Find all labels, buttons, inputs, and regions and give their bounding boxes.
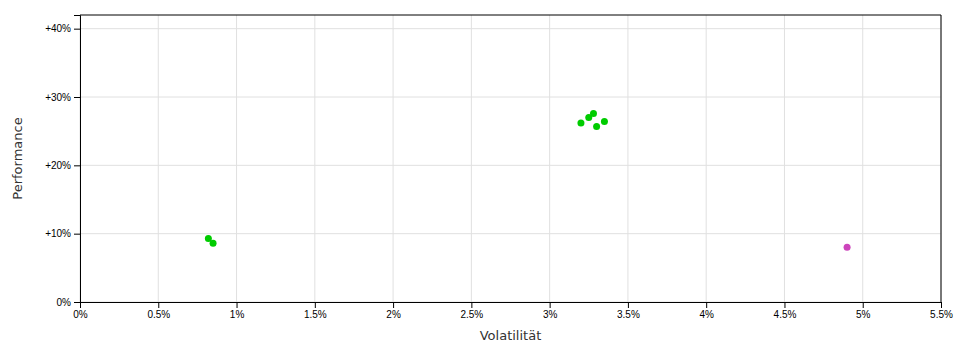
y-tick-mark <box>74 165 80 166</box>
x-tick: 1.5% <box>304 302 327 320</box>
plot: 0% 0.5% 1% 1.5% 2% 2.5% 3% 3.5% 4% 4.5% 5% 5.5% 0% +1… <box>10 15 953 343</box>
y-tick: +20% <box>45 160 80 171</box>
y-tick-mark <box>74 302 80 303</box>
grid-line <box>627 15 628 302</box>
x-tick-label: 2.5% <box>460 309 483 320</box>
y-tick: +30% <box>45 92 80 103</box>
y-tick-label: 0% <box>57 297 72 308</box>
grid-line <box>80 233 941 234</box>
x-tick: 5.5% <box>930 302 953 320</box>
x-tick-mark <box>550 302 551 308</box>
grid <box>80 15 941 302</box>
x-tick-mark <box>237 302 238 308</box>
x-tick-label: 1.5% <box>304 309 327 320</box>
x-tick: 2% <box>386 302 401 320</box>
x-axis-line <box>81 303 942 309</box>
grid-line <box>236 15 237 302</box>
x-tick-mark <box>863 302 864 308</box>
y-tick-label: +20% <box>45 160 71 171</box>
grid-line <box>862 15 863 302</box>
x-tick-mark <box>393 302 394 308</box>
y-tick-label: +40% <box>45 23 71 34</box>
plot-frame <box>941 15 942 302</box>
x-tick: 4% <box>699 302 714 320</box>
grid-line <box>158 15 159 302</box>
grid-line <box>784 15 785 302</box>
x-tick-label: 4% <box>699 309 714 320</box>
y-tick-mark <box>74 29 80 30</box>
x-tick-label: 0% <box>73 309 88 320</box>
x-tick-mark <box>941 302 942 308</box>
y-axis: 0% +10% +20% +30% +40% <box>45 16 80 308</box>
grid-line <box>549 15 550 302</box>
x-tick-label: 0.5% <box>147 309 170 320</box>
chart: 0% 0.5% 1% 1.5% 2% 2.5% 3% 3.5% 4% 4.5% 5% 5.5% 0% +1… <box>0 0 966 350</box>
series <box>205 110 608 247</box>
x-tick-mark <box>706 302 707 308</box>
point <box>844 244 851 251</box>
x-tick: 3.5% <box>617 302 640 320</box>
y-axis-line <box>74 16 81 303</box>
series <box>844 244 851 251</box>
x-tick: 3% <box>543 302 558 320</box>
point <box>577 119 584 126</box>
points <box>205 110 851 251</box>
grid-line <box>393 15 394 302</box>
y-tick: 0% <box>57 297 80 308</box>
x-tick: 5% <box>856 302 871 320</box>
x-axis: 0% 0.5% 1% 1.5% 2% 2.5% 3% 3.5% 4% 4.5% 5% 5.5% <box>73 302 953 320</box>
x-tick-label: 2% <box>386 309 401 320</box>
y-tick-mark <box>74 234 80 235</box>
x-tick: 0.5% <box>147 302 170 320</box>
y-axis-title: Performance <box>10 117 25 199</box>
point <box>210 240 217 247</box>
x-tick: 2.5% <box>460 302 483 320</box>
point <box>593 123 600 130</box>
grid-line <box>471 15 472 302</box>
y-tick: +10% <box>45 228 80 239</box>
y-tick-label: +30% <box>45 92 71 103</box>
y-tick-mark <box>74 97 80 98</box>
point <box>601 118 608 125</box>
point <box>590 110 597 117</box>
x-tick-label: 5% <box>856 309 871 320</box>
x-tick: 1% <box>230 302 245 320</box>
grid-line <box>80 28 941 29</box>
plot-frame <box>80 15 941 16</box>
x-tick-label: 3% <box>543 309 558 320</box>
x-tick-label: 5.5% <box>930 309 953 320</box>
x-tick-mark <box>628 302 629 308</box>
x-tick-mark <box>158 302 159 308</box>
x-tick-label: 4.5% <box>774 309 797 320</box>
x-tick-label: 1% <box>230 309 245 320</box>
x-tick: 4.5% <box>774 302 797 320</box>
x-tick-mark <box>784 302 785 308</box>
y-tick: +40% <box>45 23 80 34</box>
x-tick: 0% <box>73 302 88 320</box>
grid-line <box>80 97 941 98</box>
x-tick-label: 3.5% <box>617 309 640 320</box>
y-tick-label: +10% <box>45 228 71 239</box>
grid-line <box>706 15 707 302</box>
grid-line <box>314 15 315 302</box>
x-tick-mark <box>471 302 472 308</box>
x-axis-title: Volatilität <box>480 328 542 343</box>
grid-line <box>80 165 941 166</box>
x-tick-mark <box>315 302 316 308</box>
grid-line <box>941 15 942 302</box>
